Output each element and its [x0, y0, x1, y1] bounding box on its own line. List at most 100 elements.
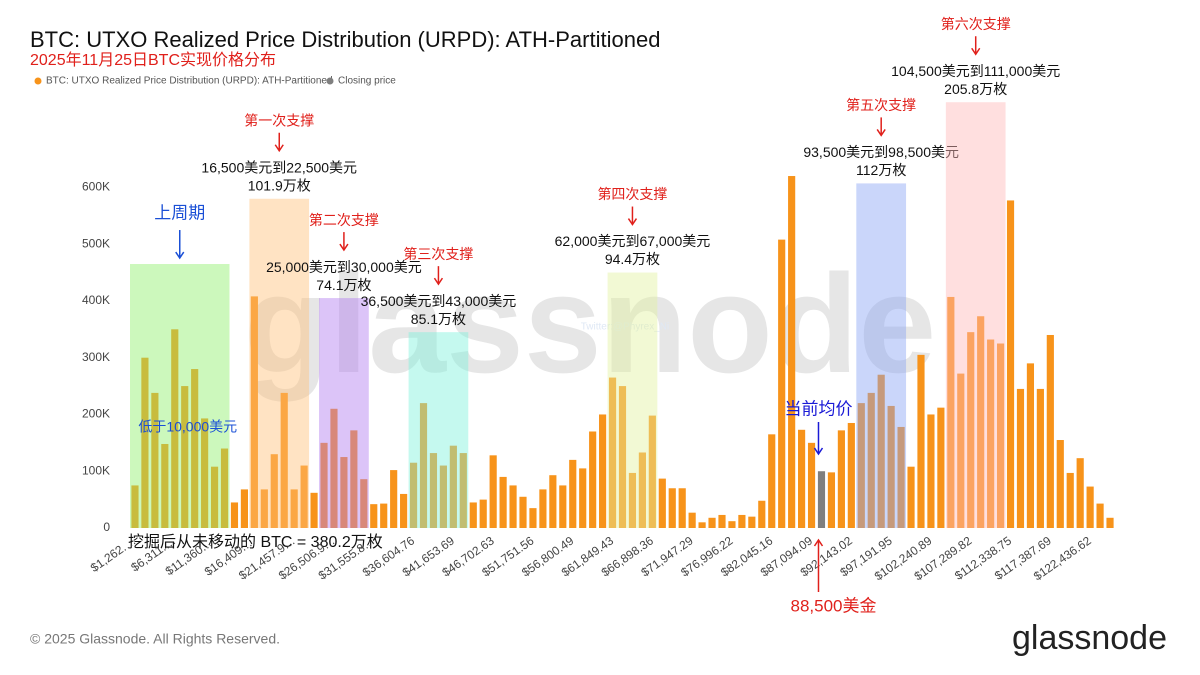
bar [210, 466, 219, 528]
zone-amount: 205.8万枚 [944, 81, 1007, 97]
bar [857, 403, 865, 528]
zone-note: 低于10,000美元 [138, 418, 237, 434]
bar [728, 521, 736, 528]
logo: glassnode [1012, 619, 1167, 657]
y-tick-label: 0 [103, 520, 110, 534]
bar [191, 369, 199, 528]
bar [340, 457, 348, 528]
arrow-head [433, 277, 444, 286]
zone-range: 16,500美元到22,500美元 [201, 159, 357, 175]
bar [907, 466, 915, 528]
current-price: 88,500美金 [790, 596, 876, 615]
zone-amount: 74.1万枚 [316, 277, 371, 293]
bar [230, 502, 239, 528]
bar [947, 296, 955, 528]
bar [260, 489, 268, 528]
y-tick-label: 500K [82, 236, 110, 250]
bar [151, 392, 159, 528]
zone-amount: 112万枚 [856, 162, 906, 178]
y-tick-label: 600K [82, 180, 110, 194]
bar [439, 465, 447, 528]
bar [549, 475, 557, 528]
bar [459, 453, 467, 528]
zone-range: 62,000美元到67,000美元 [555, 233, 711, 249]
bar [957, 373, 965, 528]
bar [618, 386, 627, 528]
bar [768, 434, 776, 528]
bar [370, 504, 378, 528]
watermark: glassnode [244, 245, 936, 402]
bar [1046, 334, 1054, 528]
bar [987, 339, 995, 528]
zone-heading: 上周期 [154, 204, 205, 223]
zone-heading: 第四次支撑 [597, 186, 667, 202]
arrow-head [813, 447, 824, 456]
bar [1006, 200, 1015, 529]
bar [1026, 363, 1035, 528]
bar [181, 386, 189, 528]
legend-marker [34, 77, 42, 85]
bar [1066, 472, 1074, 528]
bar [927, 414, 935, 528]
bar [141, 357, 149, 528]
bar [788, 176, 796, 528]
bar [220, 448, 229, 528]
legend-label: BTC: UTXO Realized Price Distribution (U… [46, 76, 333, 87]
y-tick-label: 200K [82, 407, 110, 421]
zone-range: 93,500美元到98,500美元 [803, 144, 959, 160]
zone-heading: 第六次支撑 [941, 16, 1011, 32]
bar [171, 329, 179, 528]
support-zone [408, 332, 469, 528]
bar [429, 453, 438, 528]
bar [967, 332, 975, 528]
bar [937, 407, 945, 528]
current-label: 当前均价 [784, 399, 852, 418]
bar [350, 430, 358, 528]
bar [489, 455, 497, 528]
bar [579, 468, 587, 528]
bar [658, 478, 666, 528]
y-tick-label: 400K [82, 293, 110, 307]
bar [310, 492, 318, 528]
bar [201, 418, 209, 528]
arrow-head [971, 47, 981, 56]
support-zone [945, 102, 1006, 528]
bar [509, 485, 517, 528]
arrow-head [274, 144, 284, 153]
bar [748, 516, 756, 528]
bar [877, 374, 885, 528]
legend-marker [326, 77, 334, 85]
bar [1056, 440, 1064, 528]
bar [688, 512, 696, 528]
arrow-head [627, 218, 638, 226]
bar [758, 500, 766, 528]
bar [569, 459, 577, 528]
zone-heading: 第一次支撑 [244, 112, 314, 128]
bar [668, 488, 676, 528]
support-zone [607, 272, 658, 528]
bar [449, 445, 457, 528]
chart-subtitle: 2025年11月25日BTC实现价格分布 [30, 51, 276, 69]
bar [867, 392, 875, 528]
bar [400, 493, 408, 528]
bar [977, 316, 985, 528]
y-tick-label: 300K [82, 350, 110, 364]
zone-range: 36,500美元到43,000美元 [361, 293, 517, 309]
bar [390, 470, 398, 528]
bar [499, 476, 507, 528]
bar [608, 377, 617, 528]
arrow-head [175, 251, 185, 260]
bar [519, 496, 527, 528]
bar [320, 442, 328, 528]
bar [559, 485, 567, 528]
zone-amount: 85.1万枚 [411, 311, 466, 327]
zone-heading: 第五次支撑 [846, 97, 916, 113]
bar [1076, 458, 1084, 528]
bar [628, 472, 637, 528]
bar [1096, 503, 1104, 528]
bar [807, 442, 816, 528]
bar [917, 354, 925, 528]
chart-title: BTC: UTXO Realized Price Distribution (U… [30, 27, 660, 52]
bar [708, 517, 716, 528]
